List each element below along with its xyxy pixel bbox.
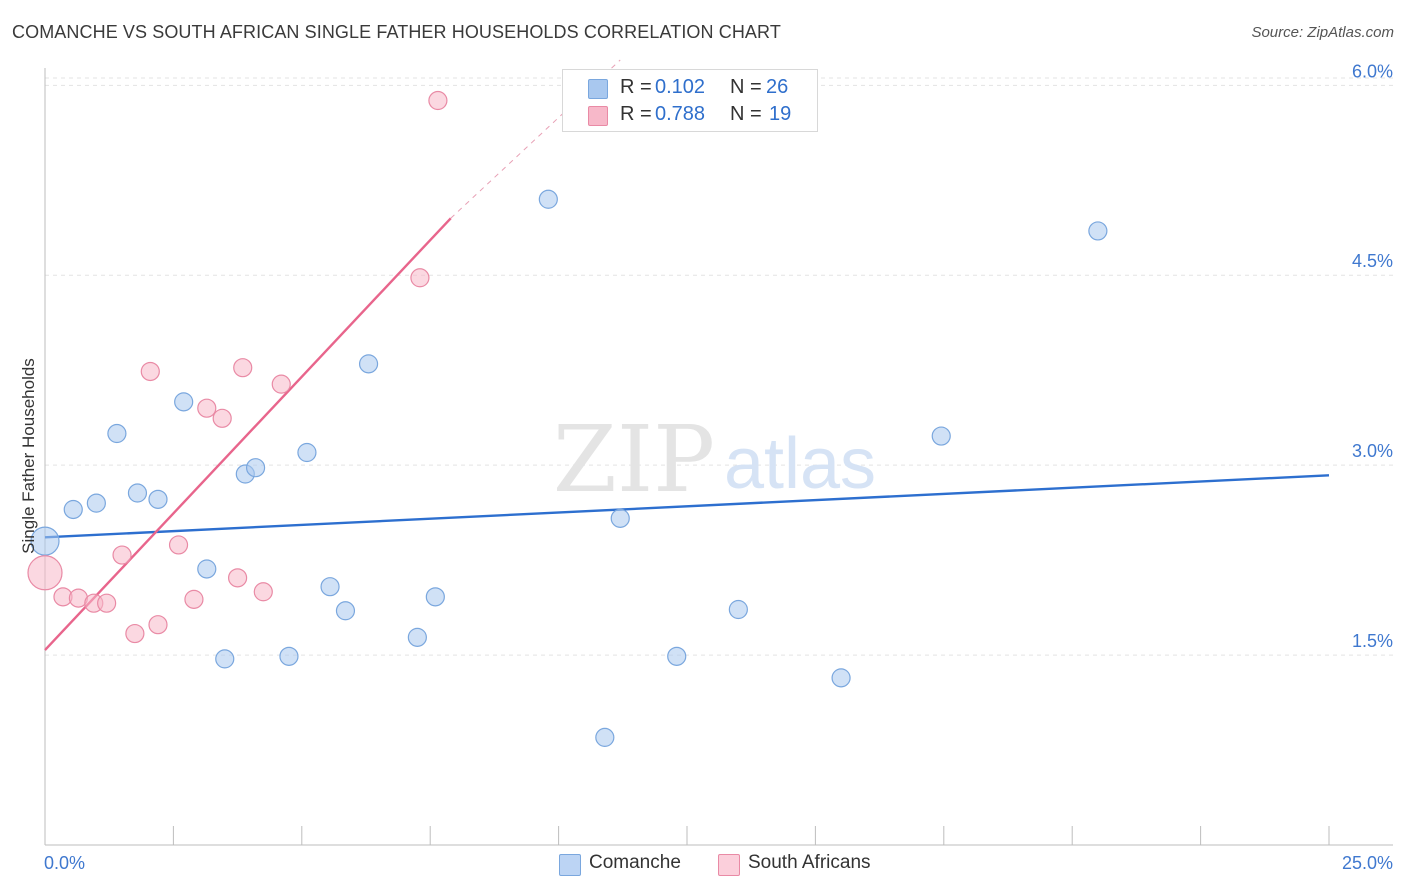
south-africans-point bbox=[125, 623, 145, 644]
comanche-point bbox=[215, 649, 235, 669]
bottom-legend-swatch-comanche bbox=[559, 854, 581, 876]
comanche-point bbox=[127, 483, 148, 503]
comanche-point bbox=[425, 587, 445, 607]
legend-r-label: R = bbox=[620, 103, 652, 125]
x-tick-label: 0.0% bbox=[44, 853, 85, 873]
legend-r-label: R = bbox=[620, 76, 652, 98]
y-tick-label: 1.5% bbox=[1352, 631, 1393, 651]
trend-lines bbox=[44, 59, 1330, 651]
legend-n-label: N = bbox=[730, 103, 762, 125]
comanche-point bbox=[197, 559, 217, 579]
bottom-legend-swatch-south-africans bbox=[718, 854, 740, 876]
south-africans-point bbox=[428, 90, 448, 111]
chart-title: COMANCHE VS SOUTH AFRICAN SINGLE FATHER … bbox=[12, 22, 781, 42]
comanche-point bbox=[667, 646, 687, 666]
south-africans-point bbox=[184, 589, 204, 609]
south-africans-point bbox=[112, 545, 132, 565]
comanche-point bbox=[831, 668, 851, 688]
bottom-legend-label: South Africans bbox=[748, 852, 871, 873]
comanche-point bbox=[538, 189, 558, 209]
south-africans-trend-line bbox=[44, 217, 452, 651]
y-tick-label: 6.0% bbox=[1352, 61, 1393, 81]
legend-n-value: 19 bbox=[769, 103, 792, 125]
south-africans-point bbox=[212, 408, 232, 428]
watermark-atlas: atlas bbox=[724, 424, 876, 504]
comanche-point bbox=[63, 499, 83, 520]
comanche-point bbox=[728, 599, 748, 620]
source-label: Source: ZipAtlas.com bbox=[1251, 24, 1394, 41]
legend-r-value: 0.788 bbox=[655, 103, 706, 125]
y-axis-label: Single Father Households bbox=[19, 358, 38, 554]
legend-swatch-south-africans bbox=[588, 106, 608, 126]
south-africans-point bbox=[228, 568, 248, 588]
legend-row-south-africans: R = 0.788 N = 19 bbox=[563, 101, 817, 127]
data-points bbox=[27, 90, 1108, 747]
comanche-point bbox=[148, 489, 168, 509]
legend-n-label: N = bbox=[730, 76, 762, 98]
comanche-point bbox=[297, 442, 317, 463]
legend-swatch-comanche bbox=[588, 79, 608, 99]
comanche-point bbox=[358, 354, 379, 374]
comanche-point bbox=[107, 423, 127, 444]
south-africans-point bbox=[27, 555, 63, 591]
comanche-point bbox=[245, 458, 266, 478]
comanche-point bbox=[610, 508, 630, 528]
comanche-point bbox=[174, 392, 194, 412]
south-africans-point bbox=[97, 593, 117, 613]
south-africans-point bbox=[168, 535, 189, 555]
watermark-zip: ZIP bbox=[553, 406, 715, 513]
comanche-point bbox=[86, 493, 106, 513]
comanche-point bbox=[279, 646, 299, 666]
legend-n-value: 26 bbox=[766, 76, 789, 98]
comanche-point bbox=[1088, 221, 1108, 241]
legend-r-value: 0.102 bbox=[655, 76, 706, 98]
south-africans-point bbox=[271, 374, 291, 394]
y-tick-label: 3.0% bbox=[1352, 441, 1393, 461]
comanche-point bbox=[30, 526, 60, 556]
comanche-point bbox=[931, 426, 951, 446]
comanche-point bbox=[320, 577, 340, 597]
comanche-point bbox=[407, 627, 427, 647]
x-tick-label: 25.0% bbox=[1342, 853, 1393, 873]
watermark: ZIP atlas bbox=[553, 406, 876, 513]
south-africans-point bbox=[410, 268, 430, 288]
correlation-legend: R = 0.102 N = 26 R = 0.788 N = 19 bbox=[562, 69, 818, 132]
comanche-point bbox=[335, 601, 356, 621]
comanche-point bbox=[595, 727, 615, 747]
south-africans-point bbox=[140, 361, 160, 382]
bottom-legend-label: Comanche bbox=[589, 852, 681, 873]
tick-labels: 1.5% 3.0% 4.5% 6.0% 0.0% 25.0% bbox=[44, 61, 1393, 873]
y-tick-label: 4.5% bbox=[1352, 251, 1393, 271]
axes bbox=[44, 68, 1393, 846]
comanche-trend-line bbox=[44, 474, 1330, 539]
south-africans-point bbox=[148, 615, 168, 635]
south-africans-point bbox=[197, 398, 217, 418]
south-africans-point bbox=[233, 358, 253, 378]
legend-row-comanche: R = 0.102 N = 26 bbox=[563, 74, 817, 100]
south-africans-point bbox=[253, 582, 273, 602]
